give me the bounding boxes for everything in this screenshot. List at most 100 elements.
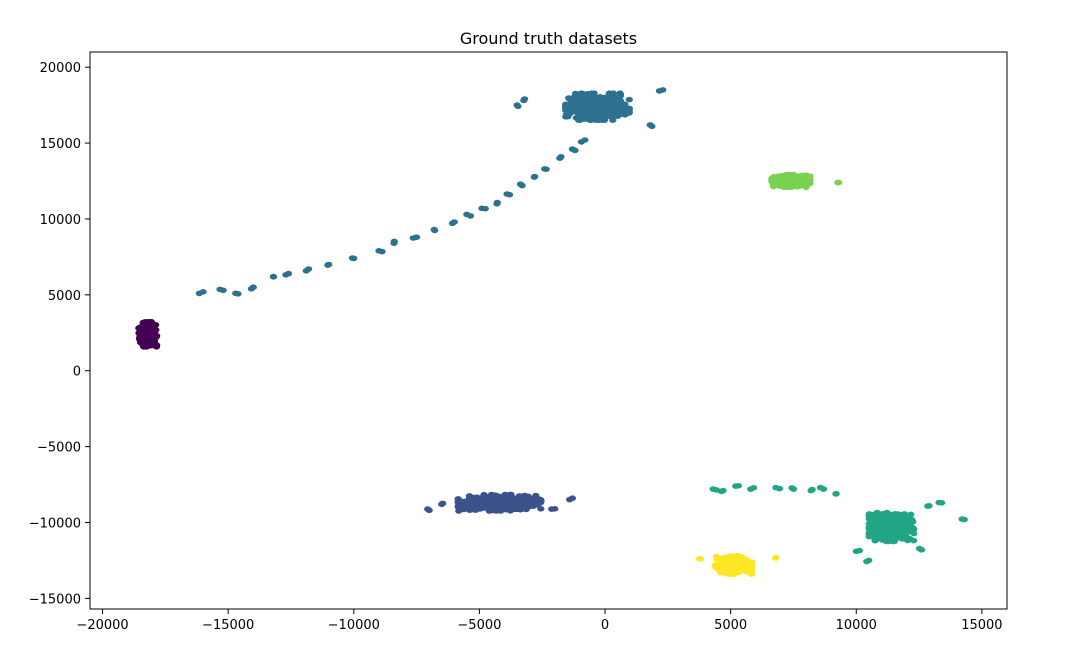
cluster-4-point	[769, 183, 778, 190]
cluster-2-point	[247, 286, 255, 292]
cluster-1-point	[521, 492, 529, 499]
cluster-1-point	[566, 496, 574, 503]
cluster-5-point	[722, 562, 730, 568]
cluster-3-point	[924, 503, 932, 509]
cluster-2-point	[607, 111, 615, 117]
cluster-2-point	[603, 105, 611, 111]
x-tick-label: 15000	[961, 618, 1002, 633]
x-tick-label: 10000	[836, 618, 877, 633]
cluster-0-point	[139, 324, 147, 331]
cluster-1-point	[510, 505, 518, 512]
cluster-1-point	[473, 494, 481, 501]
cluster-5-point	[727, 565, 735, 572]
cluster-3-point	[907, 511, 915, 518]
cluster-2-point	[577, 90, 586, 96]
cluster-0-point	[138, 341, 147, 347]
cluster-2-point	[481, 205, 489, 212]
cluster-3-point	[808, 486, 816, 493]
cluster-5-point	[731, 561, 740, 568]
cluster-2-point	[648, 123, 656, 130]
cluster-1-point	[530, 502, 538, 508]
cluster-3-point	[855, 547, 864, 554]
cluster-2-point	[542, 166, 550, 172]
cluster-3-point	[910, 537, 918, 544]
cluster-1-point	[465, 493, 474, 499]
cluster-3-point	[734, 483, 743, 489]
y-tick-label: −5000	[37, 441, 81, 456]
cluster-3-point	[888, 528, 896, 535]
cluster-3-point	[882, 538, 891, 545]
cluster-3-point	[915, 545, 924, 552]
cluster-1-point	[511, 496, 519, 503]
cluster-0-point	[147, 334, 155, 341]
cluster-2-point	[599, 117, 607, 123]
cluster-5-point	[715, 564, 723, 570]
cluster-2-point	[605, 90, 614, 96]
cluster-2-point	[607, 100, 615, 107]
cluster-2-point	[493, 199, 501, 206]
cluster-2-point	[514, 103, 522, 110]
cluster-2-point	[378, 248, 386, 255]
cluster-3-point	[902, 526, 911, 533]
cluster-0-point	[152, 344, 161, 350]
cluster-3-point	[863, 558, 871, 565]
cluster-2-point	[431, 227, 439, 234]
cluster-1-point	[535, 496, 544, 503]
cluster-2-point	[269, 274, 278, 280]
cluster-1-point	[487, 507, 495, 514]
cluster-2-point	[616, 93, 625, 99]
cluster-3-point	[750, 485, 758, 491]
chart-title: Ground truth datasets	[460, 29, 637, 48]
cluster-2-point	[586, 96, 594, 102]
cluster-2-point	[577, 111, 585, 118]
plot-frame	[89, 51, 1008, 610]
cluster-2-point	[566, 110, 574, 117]
cluster-3-point	[935, 499, 943, 506]
cluster-3-point	[816, 484, 825, 491]
cluster-5-point	[743, 568, 751, 575]
cluster-3-point	[891, 511, 900, 517]
cluster-2-point	[503, 191, 511, 197]
cluster-3-point	[832, 491, 840, 497]
cluster-2-point	[562, 103, 570, 110]
cluster-2-point	[409, 235, 417, 241]
cluster-3-point	[869, 534, 878, 540]
cluster-2-point	[390, 238, 398, 245]
cluster-3-point	[883, 513, 891, 519]
y-tick-label: 20000	[40, 61, 81, 76]
cluster-2-point	[655, 88, 664, 94]
x-tick-label: −20000	[76, 618, 128, 633]
cluster-2-point	[216, 286, 224, 293]
cluster-2-point	[625, 105, 633, 112]
cluster-2-point	[574, 103, 582, 109]
y-tick-label: 5000	[48, 289, 81, 304]
cluster-1-point	[514, 500, 522, 507]
cluster-0-point	[137, 333, 146, 339]
cluster-2-point	[615, 106, 624, 112]
cluster-2-point	[578, 116, 586, 123]
cluster-2-point	[597, 103, 605, 109]
cluster-2-point	[282, 272, 290, 278]
cluster-1-point	[454, 504, 462, 510]
cluster-3-point	[890, 534, 898, 541]
x-tick-label: 0	[601, 618, 609, 633]
cluster-1-point	[497, 501, 505, 507]
cluster-0-point	[141, 328, 149, 335]
cluster-1-point	[467, 497, 475, 504]
cluster-1-point	[461, 505, 469, 511]
cluster-2-point	[557, 154, 565, 160]
x-tick-label: −5000	[457, 618, 501, 633]
cluster-2-point	[588, 90, 596, 96]
cluster-2-point	[575, 107, 583, 114]
cluster-4-point	[796, 182, 804, 188]
x-tick-label: 5000	[714, 618, 747, 633]
cluster-4-point	[773, 179, 781, 185]
cluster-3-point	[717, 488, 726, 495]
cluster-2-point	[589, 116, 597, 122]
cluster-1-point	[439, 500, 447, 507]
cluster-1-point	[456, 498, 465, 505]
cluster-2-point	[609, 117, 617, 123]
y-tick-label: −15000	[29, 592, 81, 607]
cluster-3-point	[788, 485, 796, 491]
